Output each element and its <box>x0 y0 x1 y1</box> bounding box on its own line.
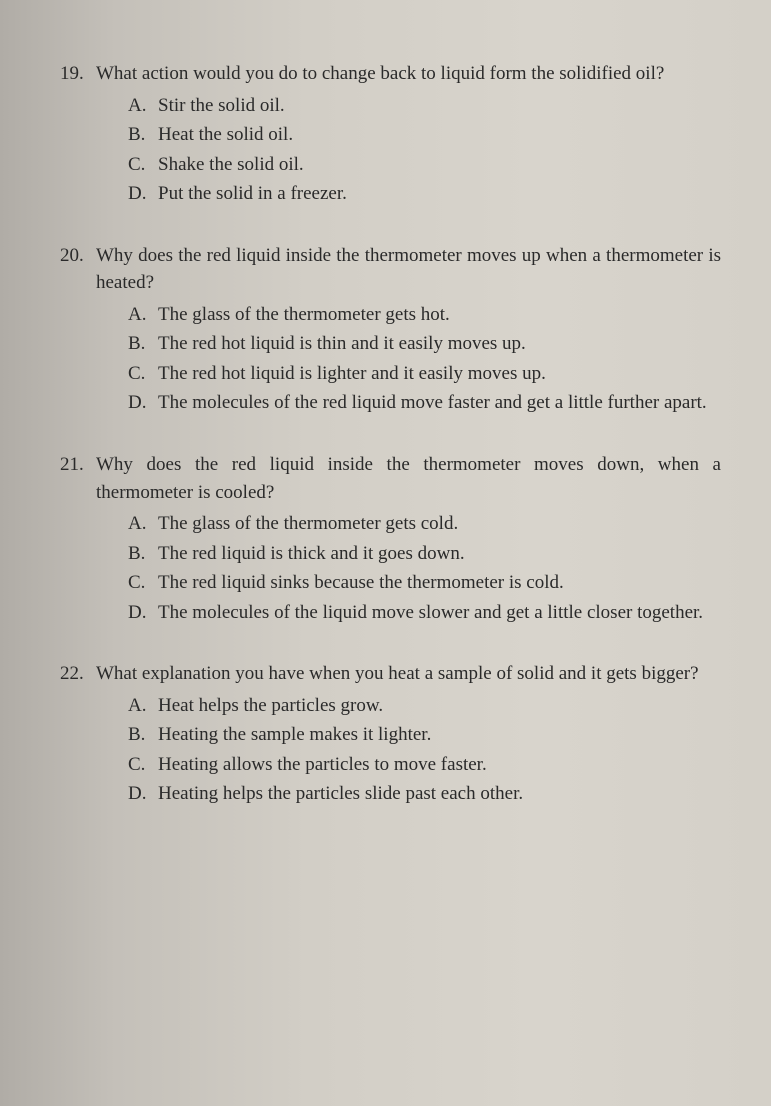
option-text: Heating allows the particles to move fas… <box>158 751 721 779</box>
question-row: 19.What action would you do to change ba… <box>60 60 721 88</box>
question-number: 22. <box>60 660 96 688</box>
question: 21.Why does the red liquid inside the th… <box>60 451 721 626</box>
option-text: Heat helps the particles grow. <box>158 692 721 720</box>
question-text: What action would you do to change back … <box>96 60 721 88</box>
question-number: 19. <box>60 60 96 88</box>
option-text: The red liquid sinks because the thermom… <box>158 569 721 597</box>
option-letter: A. <box>128 92 158 120</box>
option-text: The molecules of the liquid move slower … <box>158 599 721 627</box>
option: B.The red liquid is thick and it goes do… <box>128 540 721 568</box>
option-letter: B. <box>128 540 158 568</box>
option-letter: B. <box>128 121 158 149</box>
option-list: A.Heat helps the particles grow.B.Heatin… <box>60 692 721 808</box>
question-number: 20. <box>60 242 96 270</box>
option-letter: A. <box>128 510 158 538</box>
option: A.Heat helps the particles grow. <box>128 692 721 720</box>
option-text: The red hot liquid is lighter and it eas… <box>158 360 721 388</box>
option: B.Heat the solid oil. <box>128 121 721 149</box>
option-text: Heating the sample makes it lighter. <box>158 721 721 749</box>
option-letter: D. <box>128 180 158 208</box>
question-text: What explanation you have when you heat … <box>96 660 721 688</box>
option-list: A.The glass of the thermometer gets hot.… <box>60 301 721 417</box>
option-letter: D. <box>128 389 158 417</box>
option: A.The glass of the thermometer gets cold… <box>128 510 721 538</box>
question-list: 19.What action would you do to change ba… <box>60 60 721 808</box>
option-text: Stir the solid oil. <box>158 92 721 120</box>
option-letter: A. <box>128 692 158 720</box>
question-row: 22.What explanation you have when you he… <box>60 660 721 688</box>
option: C.The red hot liquid is lighter and it e… <box>128 360 721 388</box>
option: A.The glass of the thermometer gets hot. <box>128 301 721 329</box>
option-letter: D. <box>128 780 158 808</box>
question-text: Why does the red liquid inside the therm… <box>96 451 721 506</box>
question: 22.What explanation you have when you he… <box>60 660 721 808</box>
option-text: Put the solid in a freezer. <box>158 180 721 208</box>
option-list: A.Stir the solid oil.B.Heat the solid oi… <box>60 92 721 208</box>
option-letter: A. <box>128 301 158 329</box>
option-text: The glass of the thermometer gets cold. <box>158 510 721 538</box>
option: D.Heating helps the particles slide past… <box>128 780 721 808</box>
option-letter: C. <box>128 569 158 597</box>
option-text: The molecules of the red liquid move fas… <box>158 389 721 417</box>
option: B.The red hot liquid is thin and it easi… <box>128 330 721 358</box>
option: D.The molecules of the liquid move slowe… <box>128 599 721 627</box>
option: A.Stir the solid oil. <box>128 92 721 120</box>
option-letter: D. <box>128 599 158 627</box>
question-row: 21.Why does the red liquid inside the th… <box>60 451 721 506</box>
option-list: A.The glass of the thermometer gets cold… <box>60 510 721 626</box>
question-row: 20.Why does the red liquid inside the th… <box>60 242 721 297</box>
option-text: Heat the solid oil. <box>158 121 721 149</box>
option: B.Heating the sample makes it lighter. <box>128 721 721 749</box>
question: 19.What action would you do to change ba… <box>60 60 721 208</box>
option-letter: C. <box>128 151 158 179</box>
option: C.Heating allows the particles to move f… <box>128 751 721 779</box>
option-text: The glass of the thermometer gets hot. <box>158 301 721 329</box>
question: 20.Why does the red liquid inside the th… <box>60 242 721 417</box>
question-number: 21. <box>60 451 96 479</box>
option-text: Heating helps the particles slide past e… <box>158 780 721 808</box>
option-text: Shake the solid oil. <box>158 151 721 179</box>
option: C.Shake the solid oil. <box>128 151 721 179</box>
option-letter: B. <box>128 330 158 358</box>
option: D.Put the solid in a freezer. <box>128 180 721 208</box>
option: C.The red liquid sinks because the therm… <box>128 569 721 597</box>
question-text: Why does the red liquid inside the therm… <box>96 242 721 297</box>
option-letter: B. <box>128 721 158 749</box>
option-letter: C. <box>128 360 158 388</box>
option-text: The red liquid is thick and it goes down… <box>158 540 721 568</box>
option: D.The molecules of the red liquid move f… <box>128 389 721 417</box>
option-letter: C. <box>128 751 158 779</box>
option-text: The red hot liquid is thin and it easily… <box>158 330 721 358</box>
